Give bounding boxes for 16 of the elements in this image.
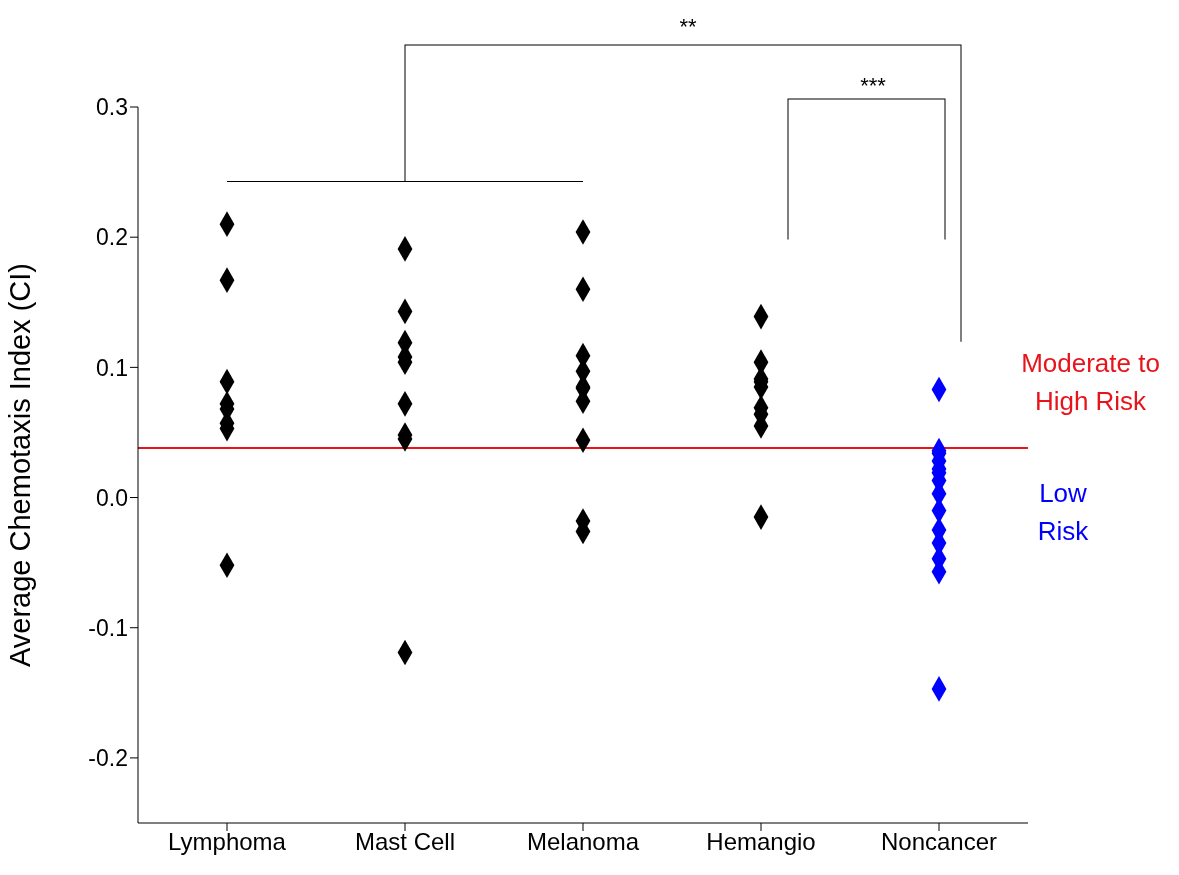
y-axis-title: Average Chemotaxis Index (CI) xyxy=(4,262,37,668)
y-tick-label: 0.3 xyxy=(96,94,128,121)
x-tick-label: Mast Cell xyxy=(354,828,456,856)
y-tick-label: -0.2 xyxy=(88,745,128,772)
text: ** xyxy=(678,14,698,40)
x-tick-label: Melanoma xyxy=(526,828,640,856)
x-tick-label: Lymphoma xyxy=(168,828,287,856)
x-tick-label: Noncancer xyxy=(880,828,998,856)
text: *** xyxy=(859,73,887,99)
text: Low Risk xyxy=(1036,477,1090,548)
y-tick-label: 0.1 xyxy=(96,354,128,381)
x-tick-label: Hemangio xyxy=(706,828,816,856)
y-tick-label: 0.2 xyxy=(96,224,128,251)
annotation: Moderate to High Risk xyxy=(1020,347,1161,418)
y-tick-label: 0.0 xyxy=(96,484,128,511)
y-tick-label: -0.1 xyxy=(88,614,128,641)
